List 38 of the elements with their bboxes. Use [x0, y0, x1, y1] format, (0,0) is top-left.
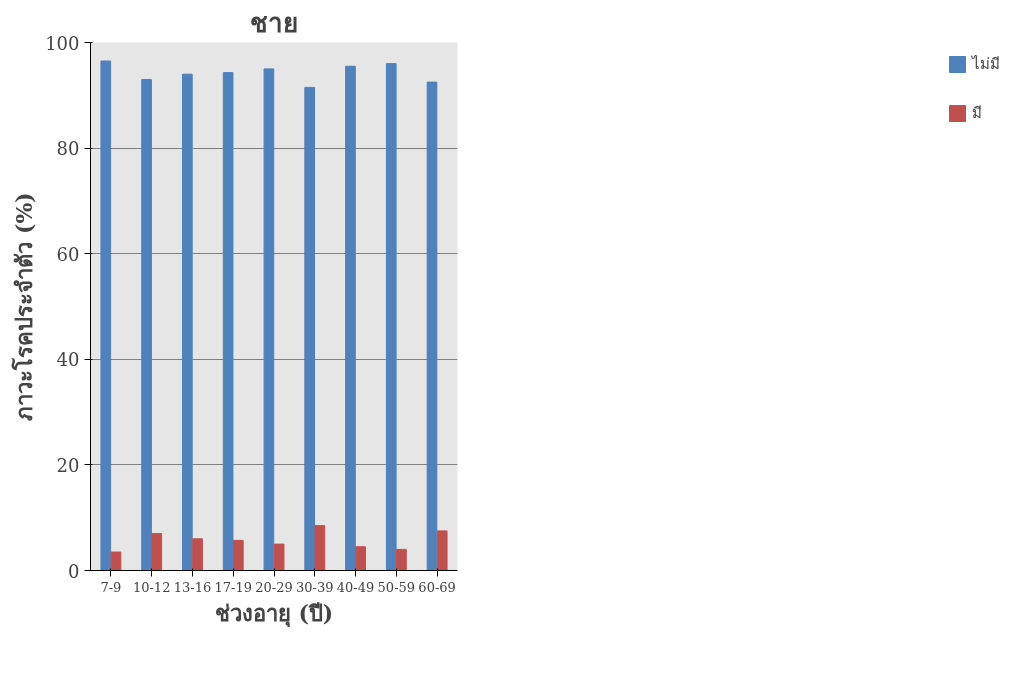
- x-tick-label: 50-59: [377, 579, 416, 595]
- bar: [345, 65, 356, 571]
- bar: [232, 539, 244, 571]
- bar: [222, 72, 234, 571]
- y-tick-label: 40: [56, 349, 80, 371]
- x-axis-title: ช่วงอายุ (ปี): [214, 599, 334, 628]
- y-tick-label: 100: [45, 32, 80, 54]
- bar: [100, 60, 112, 571]
- y-axis-title: ภาวะโรคประจำตัว (%): [11, 192, 38, 421]
- bar: [436, 530, 448, 571]
- bar: [385, 63, 397, 571]
- bar: [182, 73, 193, 571]
- chart-title: ชาย: [250, 7, 298, 38]
- bar: [192, 538, 203, 571]
- x-tick-label: 13-16: [173, 579, 212, 595]
- x-tick-label: 7-9: [100, 579, 122, 595]
- bar: [141, 78, 152, 571]
- bar: [396, 548, 407, 571]
- x-tick-label: 17-19: [214, 579, 252, 595]
- bar: [304, 86, 316, 571]
- bar: [355, 546, 366, 571]
- bar: [263, 68, 275, 571]
- legend-label: มี: [972, 103, 983, 124]
- x-tick-label: 10-12: [132, 579, 171, 595]
- y-tick-label: 20: [56, 454, 80, 476]
- x-tick-label: 40-49: [336, 579, 375, 595]
- x-tick-label: 30-39: [296, 579, 334, 595]
- y-tick-label: 80: [56, 138, 80, 160]
- x-tick-label: 20-29: [255, 579, 293, 595]
- bar: [151, 533, 163, 571]
- bar: [314, 525, 326, 571]
- legend-label: ไม่มี: [972, 54, 1000, 75]
- bar: [110, 551, 122, 571]
- y-tick-label: 0: [68, 560, 80, 582]
- bar: [426, 81, 438, 571]
- bar: [273, 543, 285, 571]
- x-tick-label: 60-69: [418, 579, 456, 595]
- y-tick-label: 60: [56, 243, 80, 265]
